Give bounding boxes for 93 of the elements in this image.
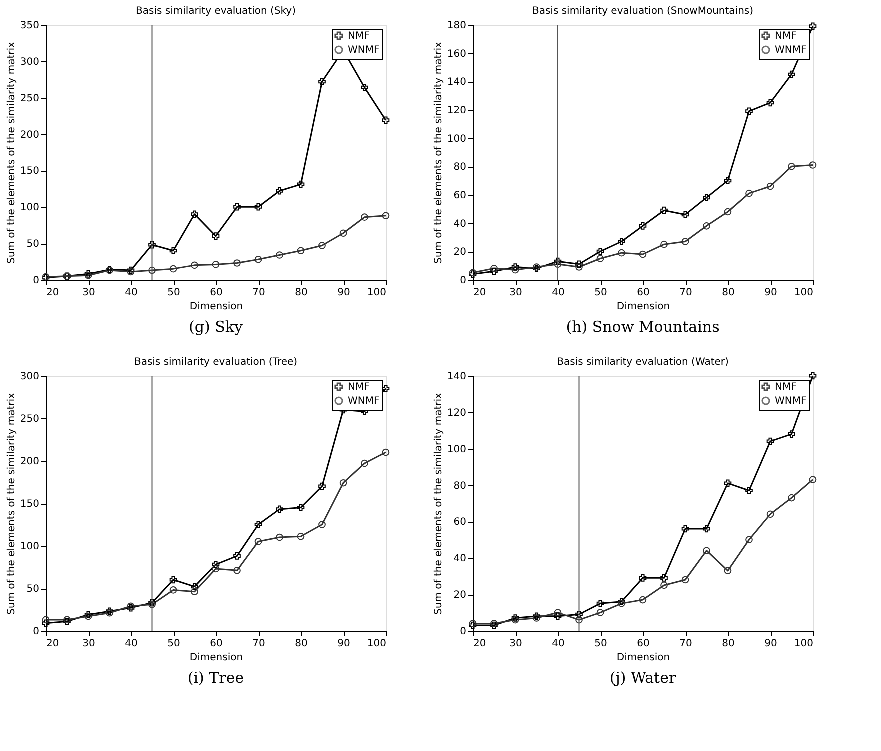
y-tick-label: 100 <box>447 444 466 456</box>
x-axis-title: Dimension <box>616 302 670 312</box>
y-tick-label: 120 <box>447 106 466 116</box>
x-tick-label: 30 <box>510 638 522 650</box>
text: (g) Sky <box>189 318 244 336</box>
y-tick-label: 160 <box>447 48 466 60</box>
y-tick-label: 20 <box>454 247 466 258</box>
y-tick-label: 200 <box>20 130 40 141</box>
y-tick-label: 250 <box>20 93 40 104</box>
x-tick-label: 60 <box>210 638 223 650</box>
chart-title: Basis similarity evaluation (Tree) <box>134 357 298 368</box>
y-tick-label: 180 <box>447 20 466 32</box>
y-tick-label: 120 <box>447 408 466 419</box>
x-tick-label: 40 <box>552 288 565 298</box>
y-axis-title: Sum of the elements of the similarity matrix <box>433 392 444 615</box>
y-tick-label: 300 <box>20 56 40 68</box>
x-axis-title: Dimension <box>616 652 670 664</box>
y-tick-label: 350 <box>20 20 40 32</box>
x-tick-label: 20 <box>474 288 486 298</box>
y-tick-label: 140 <box>447 372 466 382</box>
legend-label: WNMF <box>348 396 380 407</box>
x-tick-label: 30 <box>510 288 522 298</box>
legend-label: WNMF <box>775 396 807 407</box>
x-tick-label: 80 <box>722 638 735 650</box>
chart-title: Basis similarity evaluation (Sky) <box>136 6 296 17</box>
y-tick-label: 50 <box>26 239 40 250</box>
y-tick-label: 200 <box>20 456 40 468</box>
y-tick-label: 60 <box>454 517 466 528</box>
text: (h) Snow Mountains <box>566 318 720 336</box>
legend-label: NMF <box>775 382 798 393</box>
x-tick-label: 60 <box>637 638 650 650</box>
text: (i) Tree <box>188 669 244 687</box>
y-axis-title: Sum of the elements of the similarity matrix <box>6 42 18 264</box>
x-tick-label: 50 <box>168 288 180 298</box>
y-tick-label: 60 <box>454 190 466 202</box>
x-tick-label: 70 <box>680 288 692 298</box>
x-tick-label: 100 <box>794 288 814 298</box>
chart-title: Basis similarity evaluation (SnowMountains) <box>532 6 754 17</box>
x-tick-label: 60 <box>210 288 223 298</box>
y-tick-label: 0 <box>460 626 466 638</box>
y-tick-label: 100 <box>20 542 40 552</box>
legend-label: NMF <box>775 31 798 42</box>
y-tick-label: 80 <box>454 480 466 492</box>
x-tick-label: 30 <box>82 288 96 298</box>
legend-label: NMF <box>348 31 370 42</box>
x-tick-label: 70 <box>680 638 692 650</box>
y-tick-label: 50 <box>26 584 40 595</box>
x-tick-label: 70 <box>252 638 266 650</box>
x-tick-label: 90 <box>338 638 350 650</box>
x-tick-label: 80 <box>722 288 735 298</box>
x-tick-label: 100 <box>367 288 386 298</box>
legend-label: NMF <box>348 382 370 393</box>
x-tick-label: 100 <box>367 638 386 650</box>
y-tick-label: 40 <box>454 218 466 230</box>
y-tick-label: 40 <box>454 554 466 565</box>
y-tick-label: 300 <box>20 372 40 382</box>
x-tick-label: 60 <box>637 288 650 298</box>
y-tick-label: 80 <box>454 162 466 174</box>
legend-label: WNMF <box>775 45 807 56</box>
x-tick-label: 100 <box>794 638 814 650</box>
x-tick-label: 70 <box>252 288 266 298</box>
y-axis-title: Sum of the elements of the similarity matrix <box>6 392 18 615</box>
x-tick-label: 50 <box>594 638 608 650</box>
y-tick-label: 0 <box>33 626 40 638</box>
x-tick-label: 30 <box>82 638 96 650</box>
x-tick-label: 40 <box>125 288 138 298</box>
y-tick-label: 0 <box>460 276 466 286</box>
y-axis-title: Sum of the elements of the similarity matrix <box>433 42 444 264</box>
legend-label: WNMF <box>348 45 380 56</box>
x-tick-label: 20 <box>46 288 60 298</box>
x-axis-title: Dimension <box>190 652 244 664</box>
y-tick-label: 140 <box>447 77 466 88</box>
y-tick-label: 250 <box>20 414 40 425</box>
x-tick-label: 90 <box>338 288 350 298</box>
y-tick-label: 150 <box>20 499 40 510</box>
text: (j) Water <box>610 669 677 687</box>
x-axis-title: Dimension <box>190 302 244 312</box>
x-tick-label: 20 <box>46 638 60 650</box>
y-tick-label: 100 <box>20 202 40 214</box>
y-tick-label: 0 <box>33 276 40 286</box>
x-tick-label: 80 <box>295 288 308 298</box>
x-tick-label: 20 <box>474 638 486 650</box>
x-tick-label: 50 <box>168 638 180 650</box>
y-tick-label: 20 <box>454 590 466 602</box>
chart-title: Basis similarity evaluation (Water) <box>557 356 730 368</box>
x-tick-label: 80 <box>295 638 308 650</box>
x-tick-label: 90 <box>764 288 778 298</box>
x-tick-label: 40 <box>125 638 138 650</box>
y-tick-label: 100 <box>447 134 466 145</box>
x-tick-label: 90 <box>764 638 778 650</box>
x-tick-label: 50 <box>594 288 608 298</box>
y-tick-label: 150 <box>20 166 40 178</box>
x-tick-label: 40 <box>552 638 565 650</box>
